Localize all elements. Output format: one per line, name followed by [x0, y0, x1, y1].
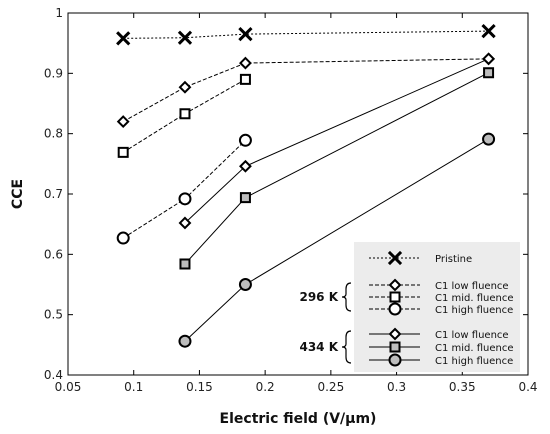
- group-brace: [341, 282, 352, 312]
- series-5: [179, 67, 495, 270]
- legend-entry: C1 mid. fluence: [435, 343, 514, 354]
- axis-ticks: 0.05 0.1 0.15 0.2 0.25 0.3 0.35 0.4 0.4 0.5 0.6 0.7…: [44, 6, 538, 394]
- data-point: [239, 73, 251, 85]
- group-brace: [341, 330, 352, 364]
- data-point: [483, 67, 495, 79]
- legend-entry: C1 high fluence: [435, 305, 513, 316]
- data-point: [116, 231, 130, 245]
- series-1: [116, 52, 495, 129]
- legend-marker: [388, 353, 402, 367]
- data-point: [178, 334, 192, 348]
- group-label: 434 K: [299, 340, 338, 354]
- series-line: [184, 58, 489, 224]
- data-point: [238, 133, 252, 147]
- data-point: [117, 146, 129, 158]
- x-tick-label: 0.25: [317, 380, 344, 394]
- data-point: [178, 216, 192, 230]
- data-point: [238, 26, 253, 42]
- series-line: [123, 30, 489, 39]
- x-tick-label: 0.4: [518, 380, 537, 394]
- x-axis-title: Electric field (V/µm): [220, 411, 377, 427]
- legend-entry: C1 low fluence: [435, 281, 509, 292]
- group-label: 296 K: [299, 290, 338, 304]
- series-2: [117, 73, 251, 158]
- legend-marker: [388, 302, 402, 316]
- series-layer: [116, 23, 496, 348]
- data-point: [178, 80, 192, 94]
- data-point: [116, 115, 130, 129]
- series-line: [184, 72, 489, 265]
- x-tick-label: 0.15: [186, 380, 213, 394]
- data-point: [177, 30, 193, 45]
- data-point: [482, 52, 495, 66]
- data-point: [239, 192, 251, 204]
- x-tick-label: 0.35: [449, 380, 476, 394]
- legend-entry: C1 low fluence: [435, 330, 509, 341]
- legend-box: [354, 242, 520, 372]
- y-tick-label: 0.4: [44, 368, 63, 382]
- data-point: [179, 108, 191, 120]
- y-tick-label: 0.5: [44, 308, 63, 322]
- data-point: [482, 132, 496, 146]
- y-axis-title: CCE: [10, 179, 26, 209]
- legend-marker: [387, 250, 403, 266]
- data-point: [178, 192, 192, 206]
- y-tick-label: 0.8: [44, 127, 63, 141]
- data-point: [179, 258, 191, 270]
- legend-entry: C1 mid. fluence: [435, 293, 514, 304]
- series-0: [116, 23, 496, 46]
- data-point: [239, 56, 252, 70]
- y-tick-label: 0.6: [44, 247, 63, 261]
- legend-marker: [389, 341, 401, 353]
- series-line: [122, 58, 489, 123]
- x-tick-label: 0.3: [387, 380, 406, 394]
- legend-marker: [388, 327, 402, 341]
- legend-marker: [388, 278, 402, 292]
- y-tick-label: 0.7: [44, 187, 63, 201]
- y-tick-label: 1: [55, 6, 63, 20]
- series-6: [178, 132, 496, 348]
- data-point: [481, 23, 496, 39]
- legend-marker: [389, 291, 401, 303]
- x-tick-label: 0.05: [55, 380, 82, 394]
- x-tick-label: 0.1: [124, 380, 143, 394]
- data-point: [238, 278, 252, 291]
- series-4: [178, 52, 495, 230]
- x-tick-label: 0.2: [256, 380, 275, 394]
- legend-entry: C1 high fluence: [435, 356, 513, 367]
- data-point: [239, 159, 252, 173]
- legend-entry: Pristine: [435, 254, 472, 265]
- series-3: [116, 133, 252, 245]
- data-point: [116, 31, 131, 46]
- y-tick-label: 0.9: [44, 66, 63, 80]
